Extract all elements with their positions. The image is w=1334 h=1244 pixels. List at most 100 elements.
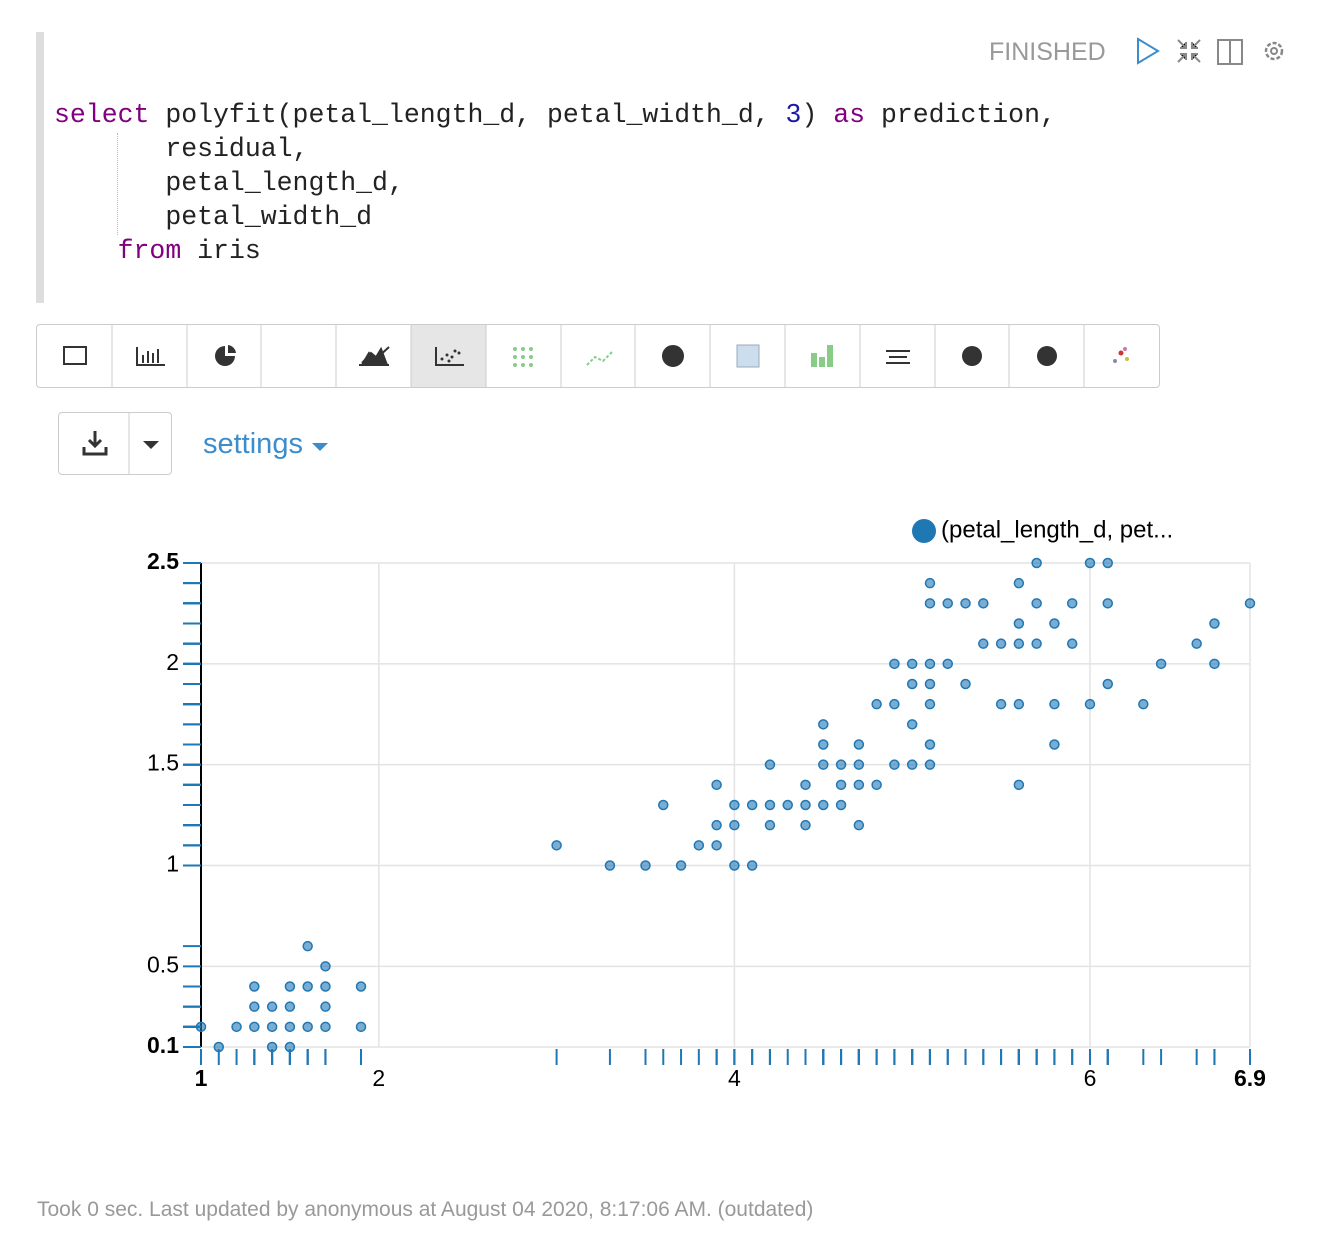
histogram-icon[interactable] (811, 345, 833, 367)
point (320, 1021, 331, 1033)
bar-icon[interactable] (136, 347, 165, 366)
point (800, 819, 811, 831)
scatter-chart: 0.1 0.5 1 1.5 2 2.5 1 2 4 6 6.9 (petal_length_d, pe… (147, 516, 1266, 1091)
point (818, 759, 829, 770)
settings-gear[interactable] (1264, 41, 1284, 61)
point (995, 638, 1007, 649)
point (1102, 678, 1114, 690)
paragraph-controls (1137, 37, 1284, 65)
scatter-icon[interactable] (435, 347, 464, 366)
point (764, 759, 776, 770)
point (835, 799, 847, 811)
indent-guide (117, 133, 118, 235)
network-icon[interactable] (1113, 347, 1129, 363)
point (320, 1001, 331, 1012)
point (782, 799, 793, 811)
point (800, 779, 811, 791)
download-icon[interactable] (82, 431, 108, 456)
download-icons (82, 413, 159, 474)
point (853, 759, 865, 770)
boxplot-icon[interactable] (886, 350, 910, 364)
help-icon[interactable] (662, 345, 684, 367)
point (266, 1001, 278, 1012)
point (746, 860, 758, 871)
point (320, 961, 331, 972)
point (960, 678, 971, 690)
point (924, 678, 936, 690)
point (818, 719, 829, 730)
heatmap-icon[interactable] (736, 344, 760, 368)
point (1066, 598, 1078, 609)
point (266, 1021, 278, 1033)
map-icon[interactable] (962, 346, 982, 366)
point (746, 799, 758, 811)
point (1102, 598, 1114, 609)
collapse-button[interactable] (1177, 39, 1201, 63)
settings-caret (312, 443, 329, 451)
point (1013, 698, 1025, 710)
code-token: polyfit(petal_length_d, petal_width_d, (149, 100, 786, 130)
point (853, 779, 865, 791)
x-tick-label: 2 (372, 1065, 385, 1091)
pie-icon[interactable] (215, 345, 236, 366)
trend-icon[interactable] (586, 350, 614, 366)
settings-toggle[interactable]: settings (203, 428, 329, 461)
point (729, 819, 740, 831)
dot-grid-icon[interactable] (513, 347, 533, 367)
point (693, 840, 705, 851)
x-tick-label: 6.9 (1234, 1065, 1266, 1091)
point (1066, 638, 1078, 649)
line-icon[interactable] (361, 346, 390, 366)
point (284, 1001, 296, 1012)
legend-label: (petal_length_d, pet... (941, 516, 1173, 543)
point (818, 739, 829, 750)
code-line: petal_width_d (54, 200, 1056, 234)
point (871, 779, 882, 791)
x-tick-label: 4 (728, 1065, 741, 1091)
point (835, 779, 847, 791)
point (302, 940, 313, 952)
point (1244, 598, 1256, 609)
point (249, 981, 260, 992)
book-button[interactable] (1217, 39, 1243, 65)
status: FINISHED (989, 38, 1106, 66)
point (355, 981, 367, 992)
y-tick-label: 1.5 (147, 750, 179, 776)
footer: Took 0 sec. Last updated by anonymous at… (37, 1198, 814, 1221)
point (711, 779, 722, 791)
code-editor[interactable]: select polyfit(petal_length_d, petal_wid… (54, 98, 1056, 268)
point (1013, 779, 1025, 791)
run-button[interactable] (1137, 37, 1160, 65)
point (658, 799, 669, 811)
active-button (411, 325, 486, 387)
point (1013, 638, 1025, 649)
caret[interactable] (143, 441, 159, 449)
code-line: petal_length_d, (54, 166, 1056, 200)
point (978, 638, 989, 649)
point (1191, 638, 1202, 649)
point (711, 840, 722, 851)
table-icon[interactable] (63, 346, 87, 365)
point (924, 739, 936, 750)
code-token: ) (801, 100, 834, 130)
point (284, 981, 296, 992)
point (213, 1041, 225, 1053)
point (249, 1001, 260, 1012)
point (302, 981, 313, 992)
point (942, 598, 953, 609)
point (1138, 698, 1149, 710)
point (889, 759, 900, 770)
point (1209, 618, 1220, 629)
settings-label[interactable]: settings (203, 428, 303, 460)
download-button-group[interactable] (58, 412, 172, 475)
point (1031, 638, 1042, 649)
map-icon-2[interactable] (1037, 346, 1057, 366)
code-line: from iris (54, 234, 1056, 268)
y-tick-label: 2.5 (147, 548, 179, 574)
point (1155, 658, 1167, 670)
point (1031, 557, 1042, 569)
point (764, 799, 776, 811)
point (1031, 598, 1042, 609)
point (302, 1021, 313, 1033)
point (729, 799, 740, 811)
